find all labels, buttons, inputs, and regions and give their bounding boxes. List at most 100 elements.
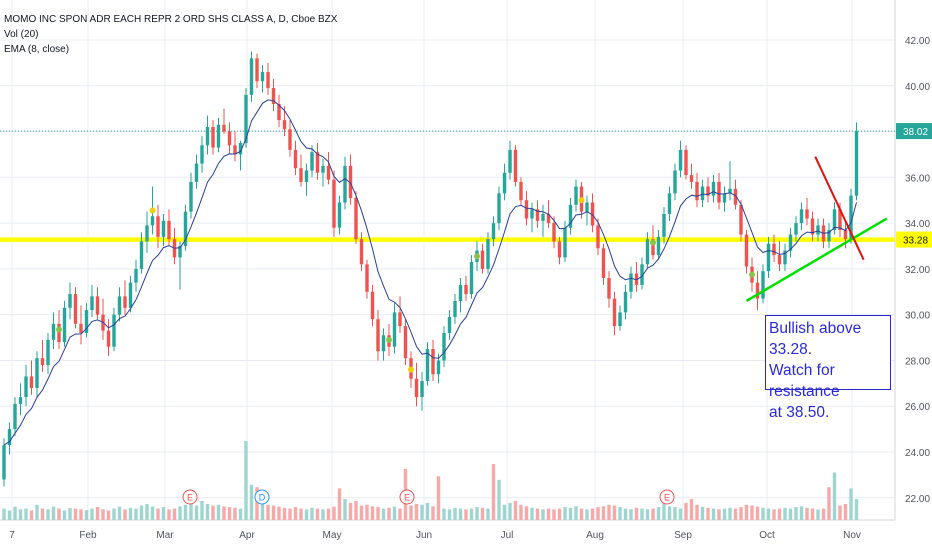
candle-body (436, 360, 441, 375)
volume-bar (123, 509, 127, 520)
event-marker-label: E (404, 493, 410, 503)
volume-bar (849, 488, 853, 520)
volume-bar (101, 509, 105, 520)
volume-bar (700, 506, 705, 520)
volume-bar (607, 504, 611, 520)
volume-bar (398, 508, 402, 520)
time-tick-label: Mar (156, 530, 174, 541)
volume-bar (145, 504, 149, 520)
candle-body (585, 202, 589, 212)
volume-bar (387, 507, 391, 520)
volume-bar (436, 476, 441, 520)
event-marker-label: E (664, 493, 670, 503)
volume-bar (552, 509, 556, 520)
volume-bar (381, 508, 386, 520)
candle-body (596, 225, 600, 249)
volume-bar (106, 510, 111, 520)
candle-body (425, 349, 430, 382)
volume-bar (354, 501, 358, 520)
volume-bars (2, 440, 859, 520)
volume-bar (706, 507, 710, 520)
indicator-dot (749, 271, 755, 278)
volume-bar (464, 509, 468, 520)
candle-body (629, 273, 633, 292)
volume-bar (376, 507, 380, 520)
candle-body (662, 213, 666, 237)
candle-body (57, 323, 61, 343)
annotation-note[interactable]: Bullish above 33.28. Watch for resistanc… (765, 315, 891, 421)
candle-body (326, 165, 331, 180)
candle-body (337, 202, 342, 228)
indicator-dot (56, 326, 62, 333)
candle-body (293, 149, 298, 169)
volume-bar (255, 487, 259, 520)
volume-bar (574, 506, 578, 520)
level-price-tag-bg (896, 231, 932, 248)
legend-symbol[interactable]: MOMO INC SPON ADR EACH REPR 2 ORD SHS CL… (4, 14, 338, 25)
time-axis[interactable]: 7 Feb Mar Apr May Jun Jul Aug Sep Oct Nov (9, 530, 861, 541)
volume-bar (310, 507, 314, 520)
candle-body (678, 149, 683, 171)
volume-bar (90, 508, 94, 520)
candle-body (112, 314, 116, 347)
candle-body (299, 168, 303, 182)
volume-bar (453, 507, 457, 520)
price-tick-label: 32.00 (905, 265, 930, 276)
candle-body (13, 403, 17, 430)
candle-body (73, 294, 78, 324)
candle-body (139, 241, 144, 269)
time-tick-label: May (323, 530, 342, 541)
candle-body (486, 239, 490, 269)
volume-bar (766, 508, 771, 520)
candle-body (552, 223, 556, 242)
candle-body (728, 188, 732, 194)
volume-bar (711, 508, 716, 520)
candle-body (502, 172, 507, 194)
price-tick-label: 28.00 (905, 356, 930, 367)
volume-bar (183, 504, 188, 520)
candle-body (244, 94, 248, 143)
volume-bar (112, 508, 116, 520)
falling-trendline (814, 156, 865, 261)
volume-bar (73, 508, 78, 520)
volume-bar (689, 499, 694, 520)
volume-bar (728, 507, 732, 520)
volume-bar (216, 504, 221, 520)
time-tick-label: Feb (79, 530, 97, 541)
candle-body (761, 271, 765, 299)
candle-body (205, 126, 210, 146)
candle-body (145, 225, 149, 242)
volume-bar (35, 504, 39, 520)
candle-body (277, 104, 281, 121)
event-marker-circle (659, 489, 675, 505)
candle-body (832, 209, 837, 230)
volume-bar (79, 509, 83, 520)
candle-body (557, 241, 562, 258)
volume-bar (739, 507, 743, 520)
candle-body (838, 209, 842, 230)
volume-bar (667, 506, 672, 520)
candle-body (651, 239, 655, 256)
volume-bar (134, 508, 138, 520)
candle-body (40, 358, 45, 366)
price-axis[interactable]: 42.0040.0038.0036.0034.0032.0030.0028.00… (896, 0, 932, 520)
volume-bar (684, 502, 688, 520)
volume-bar (557, 508, 562, 520)
volume-bar (249, 484, 254, 520)
candle-body (156, 216, 160, 237)
candle-body (24, 376, 28, 398)
legend-ema[interactable]: EMA (8, close) (4, 44, 70, 55)
volume-bar (293, 507, 298, 520)
candle-body (590, 202, 595, 226)
legend-volume[interactable]: Vol (20) (4, 29, 39, 40)
volume-bar (343, 499, 347, 520)
volume-bar (57, 508, 61, 520)
candle-body (458, 284, 463, 301)
price-tick-label: 42.00 (905, 36, 930, 47)
volume-bar (508, 502, 512, 520)
price-tick-label: 34.00 (905, 219, 930, 230)
rising-trendline (745, 217, 888, 303)
volume-bar (832, 472, 837, 520)
candle-body (315, 152, 320, 173)
